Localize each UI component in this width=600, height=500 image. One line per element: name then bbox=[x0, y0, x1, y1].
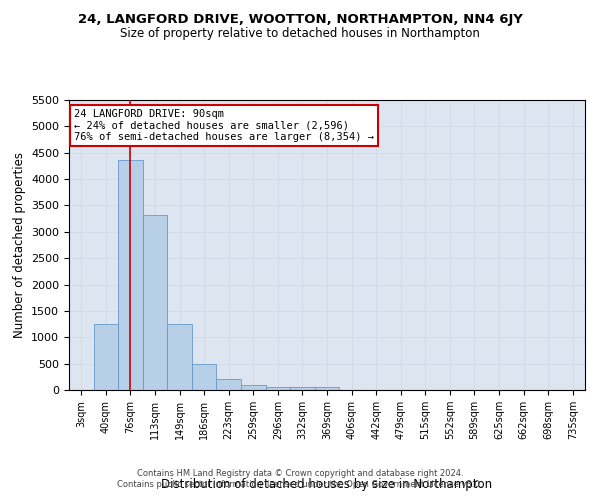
Y-axis label: Number of detached properties: Number of detached properties bbox=[13, 152, 26, 338]
Bar bbox=[266, 386, 290, 390]
Bar bbox=[143, 216, 167, 390]
Text: 24 LANGFORD DRIVE: 90sqm
← 24% of detached houses are smaller (2,596)
76% of sem: 24 LANGFORD DRIVE: 90sqm ← 24% of detach… bbox=[74, 108, 374, 142]
Text: Contains public sector information licensed under the Open Government Licence v3: Contains public sector information licen… bbox=[118, 480, 482, 489]
Bar bbox=[192, 364, 217, 390]
Text: Contains HM Land Registry data © Crown copyright and database right 2024.: Contains HM Land Registry data © Crown c… bbox=[137, 468, 463, 477]
Bar bbox=[94, 324, 118, 390]
Bar bbox=[290, 387, 315, 390]
Bar bbox=[118, 160, 143, 390]
Bar bbox=[217, 379, 241, 390]
Bar bbox=[241, 385, 266, 390]
X-axis label: Distribution of detached houses by size in Northampton: Distribution of detached houses by size … bbox=[161, 478, 493, 491]
Bar bbox=[167, 324, 192, 390]
Text: Size of property relative to detached houses in Northampton: Size of property relative to detached ho… bbox=[120, 28, 480, 40]
Bar bbox=[315, 387, 339, 390]
Text: 24, LANGFORD DRIVE, WOOTTON, NORTHAMPTON, NN4 6JY: 24, LANGFORD DRIVE, WOOTTON, NORTHAMPTON… bbox=[77, 12, 523, 26]
